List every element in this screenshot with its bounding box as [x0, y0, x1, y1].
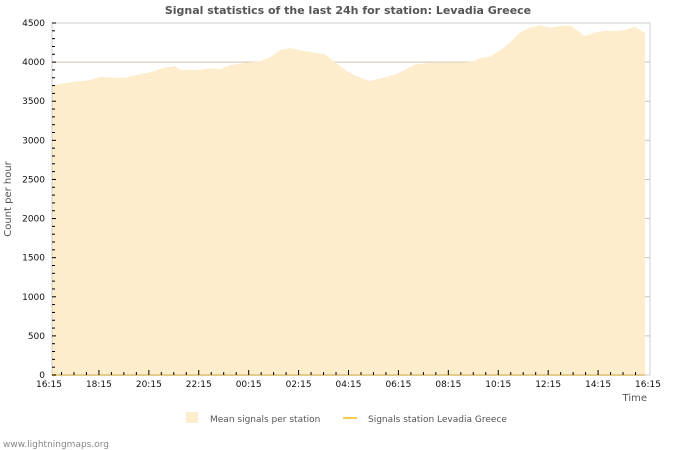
y-tick-label: 2500: [22, 175, 45, 185]
x-tick-label: 14:15: [585, 380, 611, 390]
x-tick-label: 00:15: [236, 380, 262, 390]
x-tick-label: 10:15: [485, 380, 511, 390]
plot-frame: [51, 22, 651, 376]
x-tick-label: 20:15: [136, 380, 162, 390]
x-tick-label: 04:15: [336, 380, 362, 390]
y-tick-label: 0: [39, 371, 45, 381]
legend-swatch-mean: [186, 412, 198, 423]
y-tick-label: 2000: [22, 215, 45, 225]
x-tick-label: 08:15: [435, 380, 461, 390]
y-axis-label: Count per hour: [3, 160, 14, 236]
x-axis-label: Time: [622, 393, 647, 404]
x-tick-label: 16:15: [635, 380, 661, 390]
x-tick-label: 22:15: [186, 380, 212, 390]
legend-label-mean: Mean signals per station: [210, 415, 320, 425]
x-tick-label: 06:15: [385, 380, 411, 390]
y-tick-label: 1000: [22, 293, 45, 303]
y-tick-label: 1500: [22, 254, 45, 264]
y-tick-label: 500: [28, 332, 45, 342]
y-tick-label: 4500: [22, 19, 45, 29]
legend-label-station: Signals station Levadia Greece: [368, 415, 507, 425]
credit-link[interactable]: www.lightningmaps.org: [3, 440, 109, 450]
x-tick-label: 02:15: [286, 380, 312, 390]
chart-title: Signal statistics of the last 24h for st…: [165, 4, 531, 17]
x-tick-label: 16:15: [36, 380, 62, 390]
x-tick-label: 18:15: [86, 380, 112, 390]
y-tick-label: 4000: [22, 58, 45, 68]
x-tick-label: 12:15: [535, 380, 561, 390]
y-tick-label: 3500: [22, 97, 45, 107]
area-series-mean-signals: [51, 25, 646, 375]
y-tick-label: 3000: [22, 136, 45, 146]
